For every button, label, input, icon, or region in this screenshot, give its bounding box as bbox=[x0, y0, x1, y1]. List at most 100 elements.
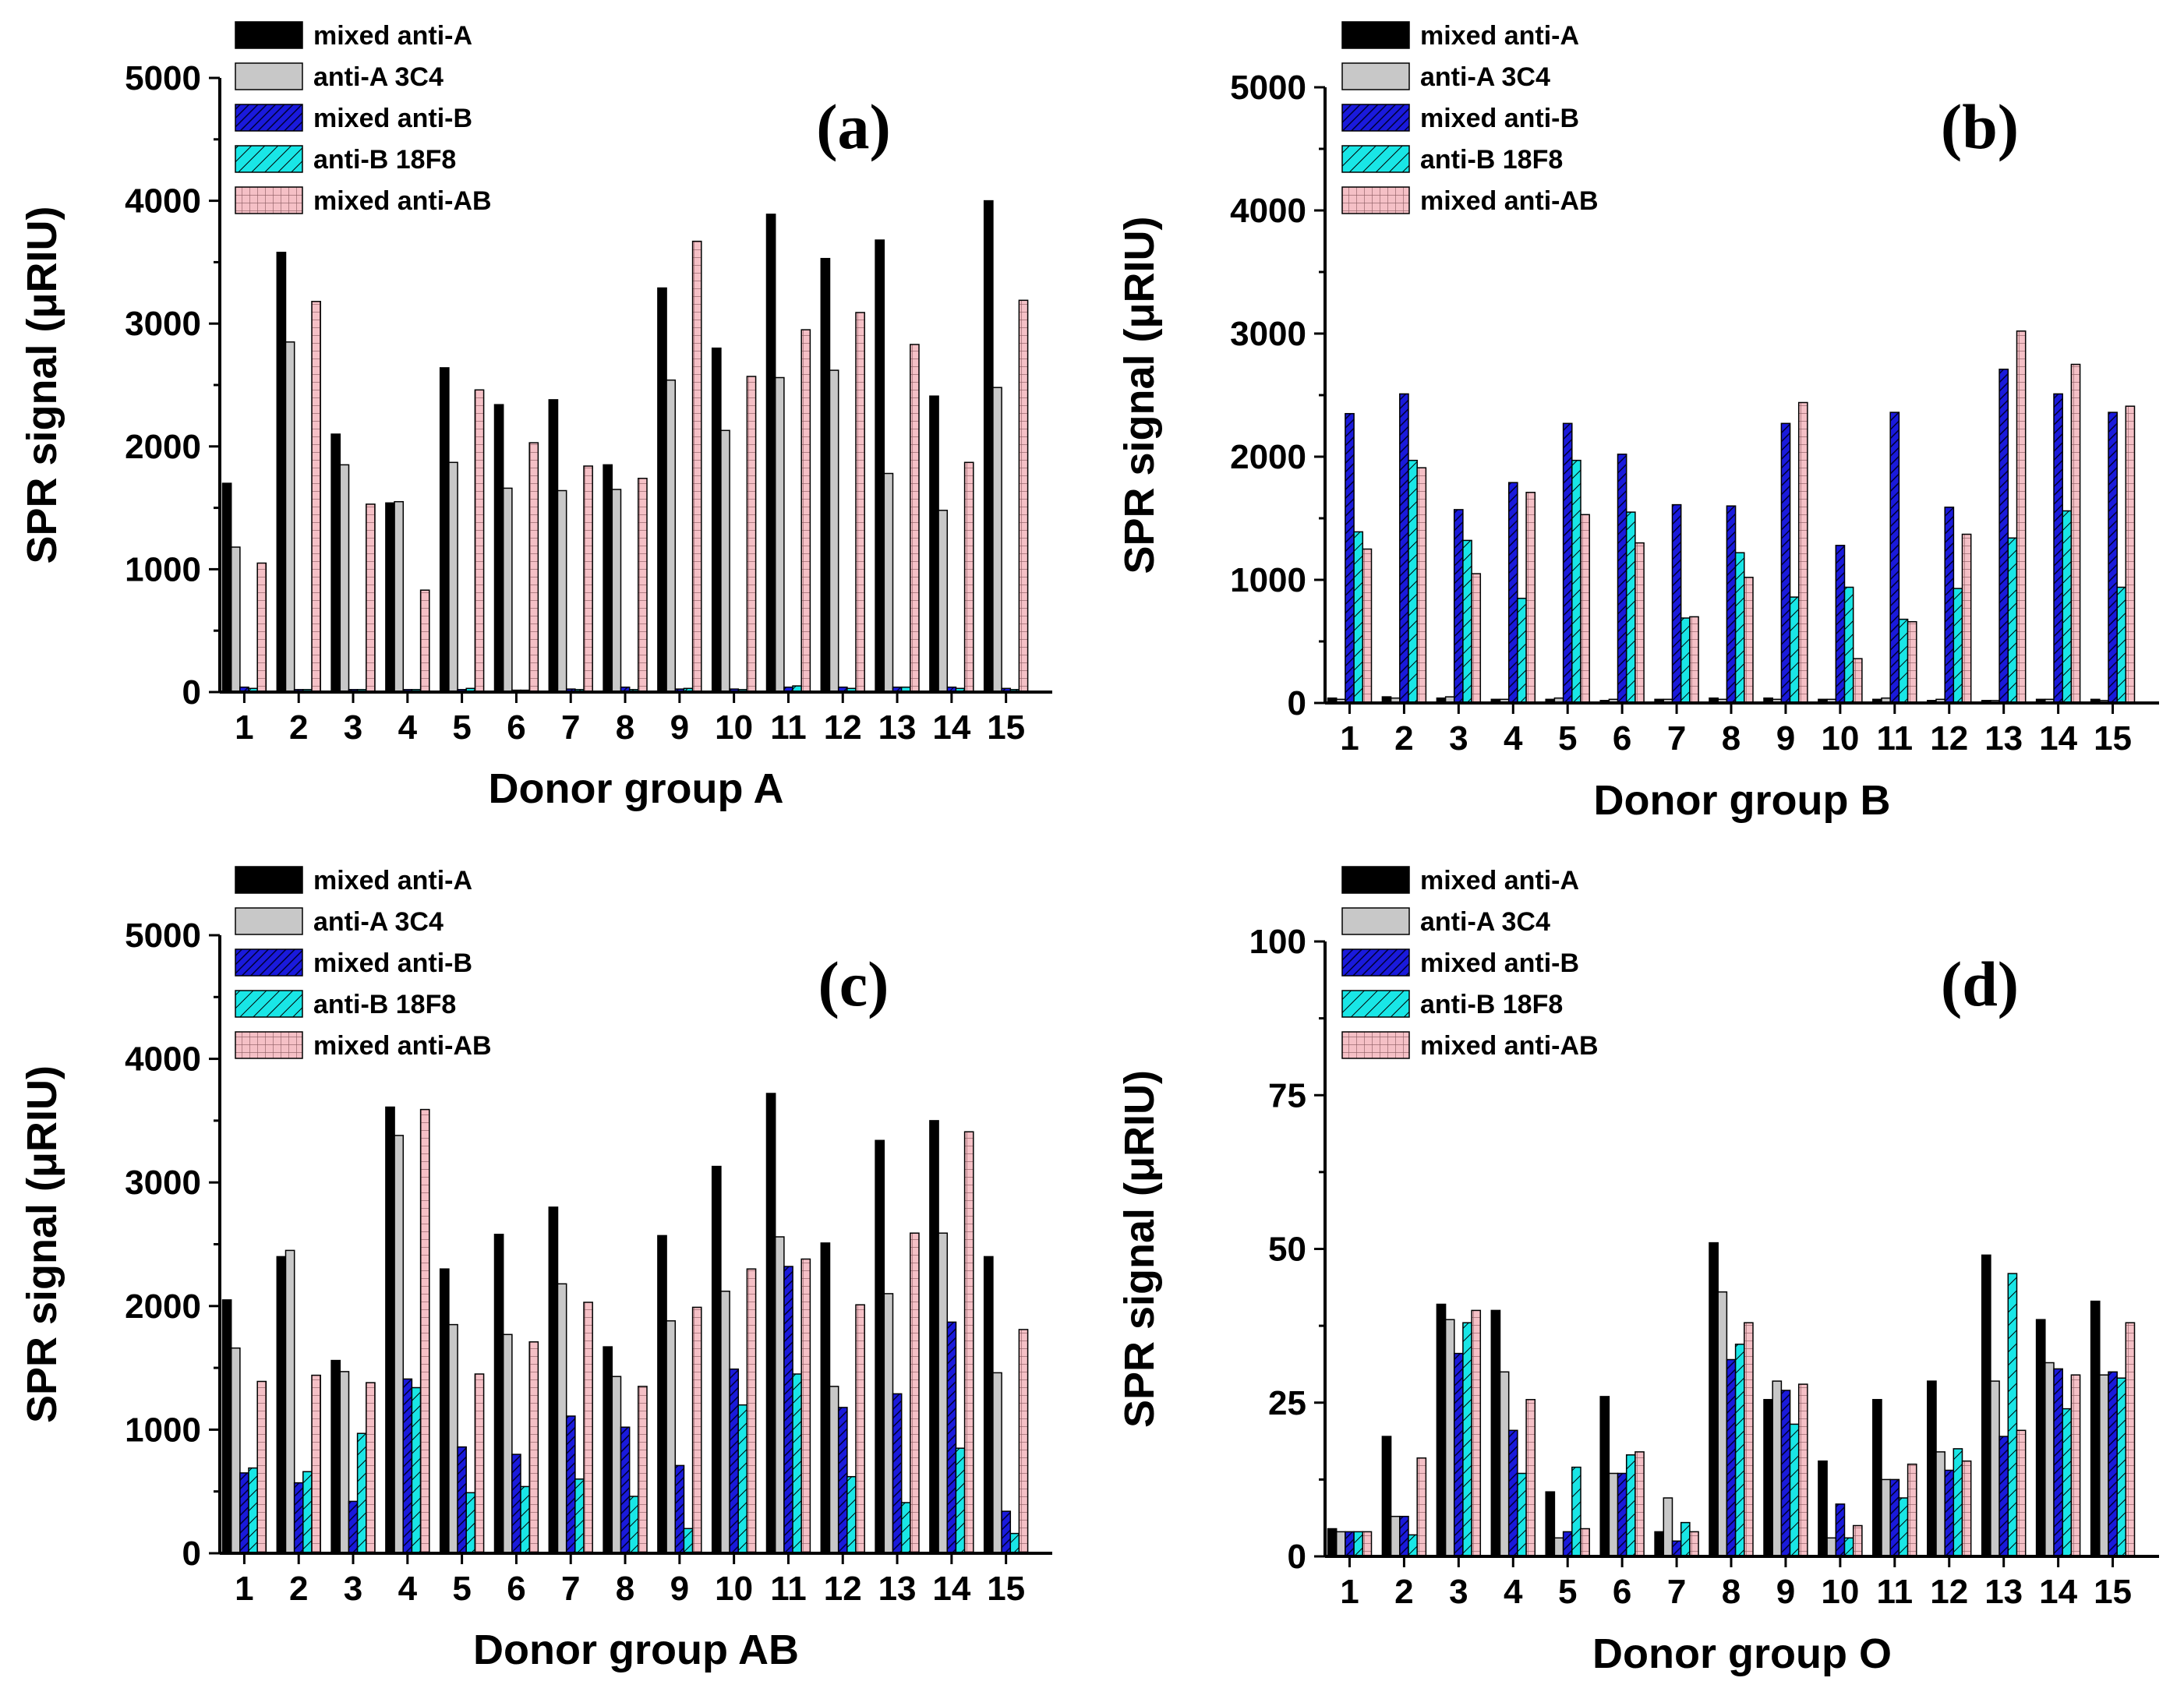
bar-mixed-anti-ab-4 bbox=[419, 589, 430, 693]
bar-anti-a-3c4-13 bbox=[883, 1293, 894, 1554]
bar-mixed-anti-ab-7 bbox=[1689, 616, 1699, 704]
bar-mixed-anti-ab-10 bbox=[1852, 658, 1863, 704]
x-tick-label: 1 bbox=[235, 1570, 253, 1608]
x-tick-label: 2 bbox=[289, 1570, 308, 1608]
bar-anti-a-3c4-5 bbox=[448, 1323, 458, 1554]
bar-mixed-anti-b-2 bbox=[1399, 1515, 1409, 1557]
panel-label: (a) bbox=[816, 91, 891, 162]
bar-anti-b-18f8-10 bbox=[1843, 586, 1854, 704]
bar-mixed-anti-a-5 bbox=[1545, 1491, 1556, 1557]
bar-mixed-anti-ab-11 bbox=[800, 1258, 811, 1554]
bar-mixed-anti-b-15 bbox=[2108, 1371, 2118, 1557]
bar-mixed-anti-b-1 bbox=[1345, 412, 1355, 704]
bar-anti-b-18f8-13 bbox=[900, 1502, 911, 1554]
bar-mixed-anti-b-13 bbox=[892, 1393, 903, 1554]
bar-anti-b-18f8-4 bbox=[1517, 1472, 1527, 1557]
bar-anti-a-3c4-15 bbox=[992, 1372, 1002, 1554]
bar-mixed-anti-a-11 bbox=[1872, 1399, 1882, 1557]
legend-label: mixed anti-B bbox=[313, 948, 472, 978]
bar-anti-a-3c4-15 bbox=[2099, 1374, 2109, 1557]
bar-mixed-anti-a-1 bbox=[221, 1299, 232, 1554]
bar-mixed-anti-a-13 bbox=[1981, 1254, 1991, 1557]
bar-anti-b-18f8-1 bbox=[1353, 531, 1364, 704]
bar-mixed-anti-ab-12 bbox=[1961, 1460, 1972, 1557]
bar-anti-b-18f8-9 bbox=[683, 1528, 694, 1554]
bar-anti-b-18f8-2 bbox=[302, 1471, 313, 1554]
bar-mixed-anti-a-4 bbox=[385, 502, 395, 693]
y-tick-label: 0 bbox=[182, 1535, 201, 1573]
legend-label: anti-B 18F8 bbox=[313, 145, 456, 175]
bar-anti-b-18f8-14 bbox=[2062, 510, 2073, 704]
y-tick-label: 2000 bbox=[1230, 438, 1306, 476]
bar-mixed-anti-ab-3 bbox=[1471, 1309, 1482, 1557]
bar-mixed-anti-b-14 bbox=[2053, 393, 2063, 704]
bar-anti-a-3c4-12 bbox=[829, 369, 839, 693]
bar-mixed-anti-b-1 bbox=[1345, 1531, 1355, 1557]
bar-mixed-anti-a-10 bbox=[711, 347, 722, 693]
bar-mixed-anti-b-11 bbox=[783, 1266, 793, 1554]
x-tick-label: 15 bbox=[987, 708, 1025, 747]
bar-mixed-anti-b-12 bbox=[1944, 1469, 1955, 1557]
legend-label: mixed anti-AB bbox=[1420, 186, 1599, 216]
bar-mixed-anti-a-8 bbox=[603, 464, 613, 693]
bar-anti-b-18f8-6 bbox=[520, 1485, 530, 1554]
bar-mixed-anti-b-12 bbox=[1944, 507, 1955, 704]
bar-mixed-anti-ab-1 bbox=[256, 1380, 267, 1554]
x-tick-label: 8 bbox=[1722, 1573, 1740, 1611]
bar-mixed-anti-ab-2 bbox=[311, 1374, 321, 1554]
bar-mixed-anti-a-1 bbox=[221, 482, 232, 693]
bar-anti-a-3c4-9 bbox=[666, 1320, 677, 1554]
y-tick-label: 2000 bbox=[125, 1287, 201, 1326]
bar-anti-a-3c4-10 bbox=[720, 1291, 730, 1554]
bar-mixed-anti-a-10 bbox=[1818, 1460, 1828, 1557]
x-tick-label: 8 bbox=[616, 1570, 634, 1608]
bar-anti-b-18f8-4 bbox=[411, 1386, 422, 1554]
bar-mixed-anti-b-8 bbox=[620, 1426, 631, 1554]
legend-label: anti-B 18F8 bbox=[1420, 145, 1563, 175]
x-tick-label: 13 bbox=[1984, 1573, 2023, 1611]
bar-anti-b-18f8-6 bbox=[1625, 511, 1636, 704]
bar-mixed-anti-ab-8 bbox=[638, 1386, 648, 1554]
x-tick-label: 6 bbox=[1613, 1573, 1631, 1611]
bar-anti-b-18f8-3 bbox=[1462, 1322, 1472, 1557]
bar-anti-a-3c4-15 bbox=[992, 387, 1002, 693]
bar-anti-a-3c4-10 bbox=[1826, 1537, 1837, 1557]
bar-mixed-anti-a-8 bbox=[1709, 1242, 1719, 1557]
legend: mixed anti-A anti-A 3C4 mixed anti-B anti-B… bbox=[1341, 866, 1599, 1061]
bar-mixed-anti-ab-12 bbox=[855, 1304, 865, 1554]
bar-anti-b-18f8-3 bbox=[1462, 539, 1472, 704]
bar-anti-b-18f8-5 bbox=[1571, 459, 1581, 704]
bar-mixed-anti-ab-1 bbox=[1362, 1531, 1373, 1557]
bar-anti-a-3c4-6 bbox=[1608, 1472, 1619, 1557]
x-tick-label: 14 bbox=[2039, 719, 2077, 758]
bar-anti-a-3c4-14 bbox=[2044, 1362, 2055, 1557]
y-axis-title: SPR signal (μRIU) bbox=[19, 1065, 65, 1423]
bar-anti-a-3c4-2 bbox=[284, 341, 295, 693]
bar-mixed-anti-ab-6 bbox=[1634, 542, 1645, 704]
bar-mixed-anti-a-7 bbox=[548, 399, 559, 693]
bar-mixed-anti-ab-3 bbox=[366, 503, 376, 693]
bar-anti-a-3c4-1 bbox=[230, 1347, 241, 1554]
bar-mixed-anti-ab-7 bbox=[1689, 1531, 1699, 1557]
x-tick-label: 13 bbox=[878, 708, 917, 747]
bar-mixed-anti-a-3 bbox=[330, 433, 341, 693]
bar-anti-b-18f8-8 bbox=[1734, 552, 1745, 704]
bar-anti-b-18f8-11 bbox=[792, 1373, 802, 1554]
bar-anti-b-18f8-8 bbox=[1734, 1344, 1745, 1557]
bar-anti-b-18f8-7 bbox=[574, 1478, 585, 1554]
x-axis-title: Donor group AB bbox=[473, 1627, 799, 1673]
legend-label: anti-A 3C4 bbox=[313, 62, 444, 92]
bar-mixed-anti-b-2 bbox=[293, 1482, 304, 1554]
x-tick-label: 2 bbox=[1394, 1573, 1413, 1611]
x-tick-label: 13 bbox=[1984, 719, 2023, 758]
bar-anti-a-3c4-11 bbox=[774, 1236, 785, 1554]
bar-anti-a-3c4-4 bbox=[394, 500, 405, 693]
bar-anti-b-18f8-1 bbox=[1353, 1531, 1364, 1557]
bar-mixed-anti-a-9 bbox=[1763, 1399, 1773, 1557]
bar-mixed-anti-ab-9 bbox=[691, 240, 702, 693]
legend-label: mixed anti-AB bbox=[313, 186, 492, 216]
bar-mixed-anti-ab-5 bbox=[1580, 514, 1590, 704]
y-tick-label: 2000 bbox=[125, 428, 201, 466]
bar-mixed-anti-a-15 bbox=[983, 1256, 994, 1554]
